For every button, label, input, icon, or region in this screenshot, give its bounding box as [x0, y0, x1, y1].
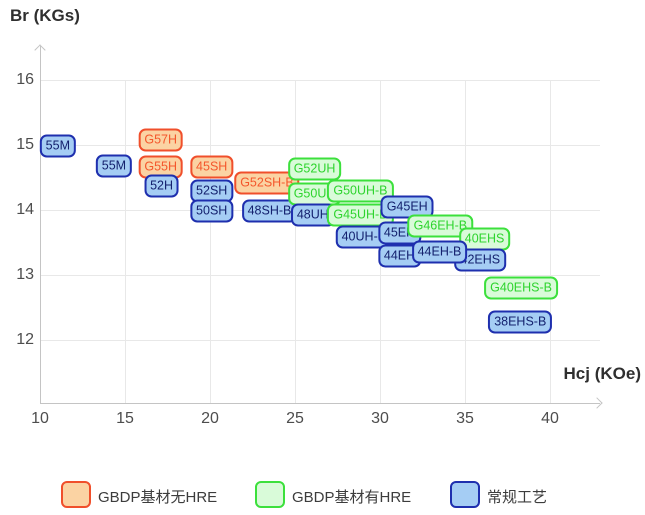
x-tick-label: 30: [371, 410, 389, 427]
y-axis-title: Br (KGs): [10, 6, 80, 25]
point-G52SH-B[interactable]: G52SH-B: [234, 171, 300, 195]
point-40EHS[interactable]: 40EHS: [458, 227, 511, 251]
point-44EH-B[interactable]: 44EH-B: [411, 240, 468, 264]
point-55M[interactable]: 55M: [39, 134, 77, 158]
x-tick-label: 40: [541, 410, 559, 427]
grid-line-horizontal: [41, 80, 600, 81]
point-G40EHS-B[interactable]: G40EHS-B: [484, 276, 559, 300]
x-axis-title: Hcj (KOe): [563, 364, 641, 383]
legend-label: 常规工艺: [487, 489, 548, 506]
x-axis-arrow-icon: [591, 397, 603, 409]
legend-label: GBDP基材有HRE: [292, 489, 412, 506]
legend-swatch-green: [255, 481, 285, 508]
grid-line-vertical: [210, 80, 211, 403]
grid-line-vertical: [125, 80, 126, 403]
y-tick-label: 15: [16, 136, 34, 153]
y-tick-label: 12: [16, 331, 34, 348]
grid-line-vertical: [550, 80, 551, 403]
point-G50UH-B[interactable]: G50UH-B: [327, 179, 394, 202]
x-tick-label: 25: [286, 410, 304, 427]
x-tick-label: 10: [31, 410, 49, 427]
point-45SH[interactable]: 45SH: [190, 155, 234, 179]
y-tick-label: 14: [16, 201, 34, 218]
x-axis-line: [40, 403, 600, 404]
point-G57H[interactable]: G57H: [138, 128, 184, 152]
point-48SH-B[interactable]: 48SH-B: [241, 199, 298, 223]
point-38EHS-B[interactable]: 38EHS-B: [488, 310, 553, 334]
grid-line-horizontal: [41, 340, 600, 341]
point-G46EH-B[interactable]: G46EH-B: [407, 214, 474, 238]
grid-line-horizontal: [41, 145, 600, 146]
x-tick-label: 15: [116, 410, 134, 427]
point-G52UH[interactable]: G52UH: [287, 157, 342, 181]
point-52H[interactable]: 52H: [144, 174, 180, 198]
point-55M[interactable]: 55M: [95, 154, 133, 178]
y-axis-line: [40, 46, 41, 403]
point-44EH[interactable]: 44EH: [377, 244, 422, 267]
x-tick-label: 35: [456, 410, 474, 427]
legend-label: GBDP基材无HRE: [98, 489, 218, 506]
point-G45EH[interactable]: G45EH: [380, 195, 434, 219]
point-50SH[interactable]: 50SH: [190, 199, 234, 223]
x-tick-label: 20: [201, 410, 219, 427]
y-tick-label: 13: [16, 266, 34, 283]
y-tick-label: 16: [16, 71, 34, 88]
legend-swatch-orange: [61, 481, 91, 508]
grid-line-vertical: [295, 80, 296, 403]
grid-line-horizontal: [41, 275, 600, 276]
legend-swatch-blue: [450, 481, 480, 508]
y-axis-arrow-icon: [34, 44, 46, 56]
point-G45UH-B[interactable]: G45UH-B: [327, 203, 394, 227]
